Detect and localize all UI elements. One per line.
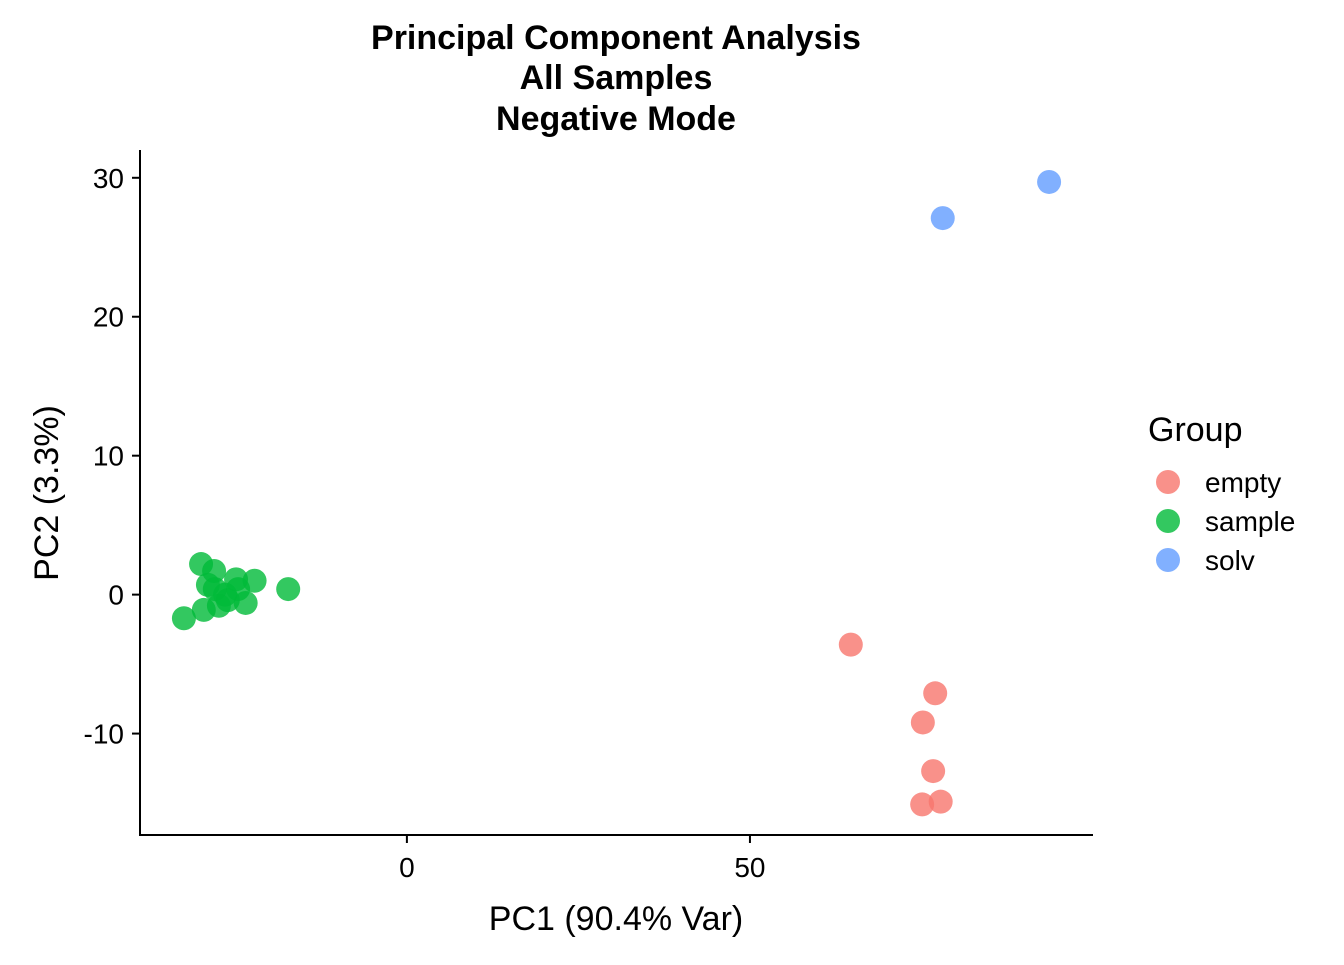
y-tick-label: 30	[93, 163, 124, 194]
legend-label-solv: solv	[1205, 545, 1255, 576]
point-sample	[276, 577, 301, 602]
chart-title: Principal Component Analysis All Samples…	[371, 19, 861, 138]
legend-key-empty	[1156, 470, 1180, 494]
y-tick-label: 10	[93, 441, 124, 472]
y-axis-label: PC2 (3.3%)	[28, 405, 66, 581]
legend-label-sample: sample	[1205, 506, 1295, 537]
x-axis-label: PC1 (90.4% Var)	[489, 900, 743, 938]
y-tick-label: 20	[93, 302, 124, 333]
point-empty	[910, 792, 935, 817]
point-empty	[910, 710, 935, 735]
point-sample	[215, 588, 240, 613]
legend-label-empty: empty	[1205, 467, 1281, 498]
point-empty	[928, 789, 953, 814]
x-tick-label: 0	[399, 852, 415, 883]
legend: Group empty sample solv	[1148, 411, 1295, 576]
title-line-1: Principal Component Analysis	[371, 19, 861, 57]
point-empty	[921, 759, 946, 784]
legend-title: Group	[1148, 411, 1243, 449]
legend-key-sample	[1156, 509, 1180, 533]
title-line-3: Negative Mode	[496, 100, 736, 138]
legend-key-solv	[1156, 548, 1180, 572]
point-empty	[923, 681, 948, 706]
point-solv	[1037, 169, 1062, 194]
x-tick-label: 50	[734, 852, 765, 883]
point-solv	[930, 206, 955, 231]
title-line-2: All Samples	[520, 59, 713, 97]
point-empty	[838, 632, 863, 657]
y-tick-label: -10	[84, 719, 124, 750]
y-tick-label: 0	[108, 580, 124, 611]
point-sample	[171, 606, 196, 631]
